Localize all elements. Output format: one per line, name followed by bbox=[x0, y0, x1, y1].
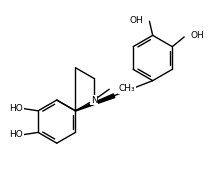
Text: OH: OH bbox=[130, 16, 143, 25]
Text: HO: HO bbox=[9, 130, 23, 139]
Text: HO: HO bbox=[9, 104, 23, 113]
Text: CH₃: CH₃ bbox=[118, 84, 135, 93]
Polygon shape bbox=[75, 94, 115, 111]
Text: N: N bbox=[91, 95, 97, 105]
Text: OH: OH bbox=[191, 31, 204, 40]
